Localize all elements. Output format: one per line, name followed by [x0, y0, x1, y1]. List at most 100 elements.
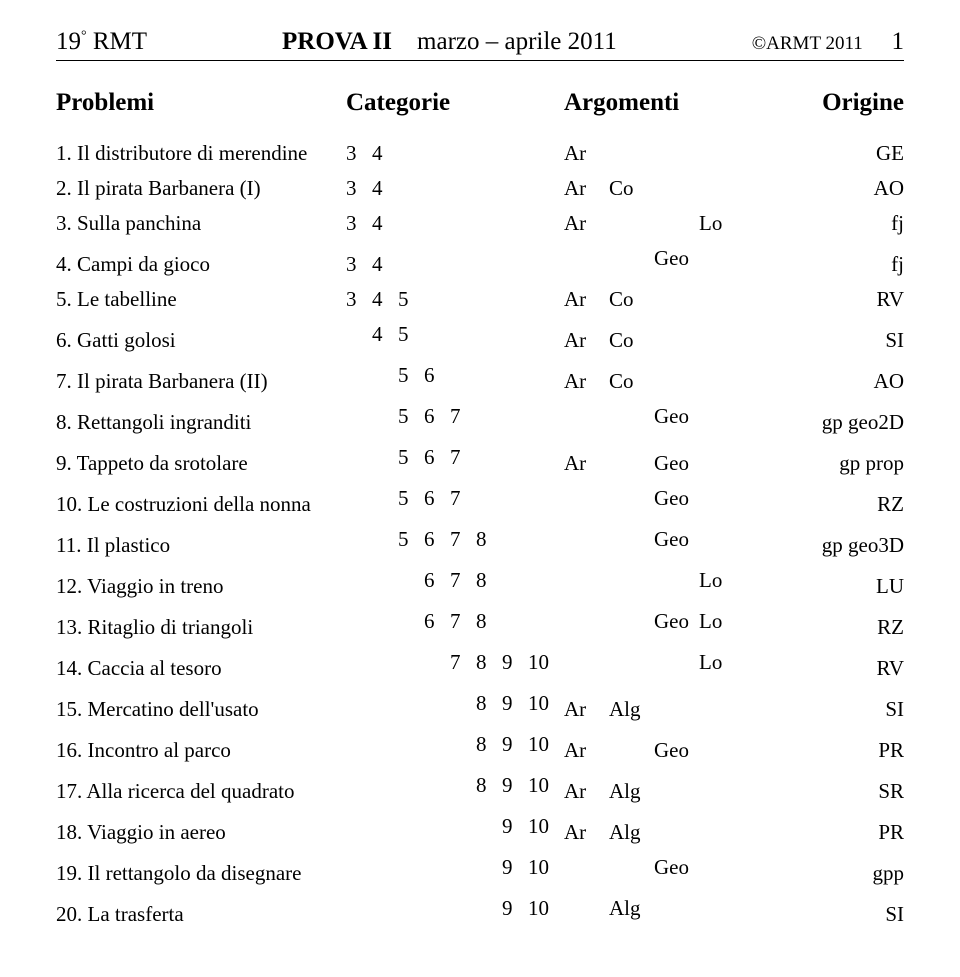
- category-cell: [372, 527, 398, 552]
- argument-cell: [699, 855, 744, 880]
- category-cell: [398, 211, 424, 236]
- category-cell: [502, 322, 528, 347]
- category-cell: [476, 404, 502, 429]
- problem-name: 14. Caccia al tesoro: [56, 656, 346, 681]
- category-cell: 6: [424, 445, 450, 470]
- category-cell: [372, 568, 398, 593]
- argument-cell: [699, 141, 744, 166]
- problem-name: 8. Rettangoli ingranditi: [56, 410, 346, 435]
- category-cell: [476, 896, 502, 921]
- problem-name: 4. Campi da gioco: [56, 252, 346, 277]
- table-row: 16. Incontro al parco8910ArGeoPR: [56, 732, 904, 763]
- problem-name: 19. Il rettangolo da disegnare: [56, 861, 346, 886]
- origin-cell: RV: [744, 287, 904, 312]
- header-page-number: 1: [892, 28, 905, 55]
- category-cell: 9: [502, 855, 528, 880]
- category-cell: 5: [398, 322, 424, 347]
- argument-cell: [699, 176, 744, 201]
- origin-cell: RZ: [744, 492, 904, 517]
- header-label: RMT: [93, 28, 147, 55]
- category-cell: [450, 322, 476, 347]
- categories-cells: 56: [346, 363, 564, 388]
- arguments-cells: ArAlg: [564, 820, 744, 845]
- argument-cell: Co: [609, 369, 654, 394]
- category-cell: [476, 211, 502, 236]
- category-cell: [424, 814, 450, 839]
- problem-name: 7. Il pirata Barbanera (II): [56, 369, 346, 394]
- table-row: 2. Il pirata Barbanera (I)34ArCoAO: [56, 176, 904, 201]
- category-cell: [528, 176, 554, 201]
- argument-cell: Ar: [564, 697, 609, 722]
- category-cell: [346, 445, 372, 470]
- argument-cell: [699, 896, 744, 921]
- argument-cell: Alg: [609, 820, 654, 845]
- arguments-cells: Alg: [564, 896, 744, 921]
- category-cell: 9: [502, 650, 528, 675]
- category-cell: [346, 568, 372, 593]
- category-cell: 3: [346, 211, 372, 236]
- argument-cell: Lo: [699, 609, 744, 634]
- origin-cell: fj: [744, 252, 904, 277]
- category-cell: [346, 773, 372, 798]
- argument-cell: [699, 328, 744, 353]
- argument-cell: Ar: [564, 211, 609, 236]
- section-headers: Problemi Categorie Argomenti Origine: [56, 89, 904, 117]
- argument-cell: Lo: [699, 650, 744, 675]
- category-cell: 9: [502, 773, 528, 798]
- argument-cell: [609, 141, 654, 166]
- category-cell: [528, 445, 554, 470]
- category-cell: [528, 141, 554, 166]
- category-cell: [424, 176, 450, 201]
- category-cell: [346, 855, 372, 880]
- category-cell: [476, 287, 502, 312]
- categories-cells: 34: [346, 211, 564, 236]
- arguments-cells: ArCo: [564, 176, 744, 201]
- category-cell: [502, 609, 528, 634]
- category-cell: [528, 252, 554, 277]
- category-cell: [528, 609, 554, 634]
- category-cell: 6: [424, 609, 450, 634]
- table-row: 19. Il rettangolo da disegnare910Geogpp: [56, 855, 904, 886]
- arguments-cells: ArCo: [564, 369, 744, 394]
- argument-cell: [654, 141, 699, 166]
- categories-cells: 678: [346, 568, 564, 593]
- header-sup: °: [81, 29, 87, 44]
- category-cell: [502, 445, 528, 470]
- problem-name: 13. Ritaglio di triangoli: [56, 615, 346, 640]
- category-cell: [450, 896, 476, 921]
- category-cell: 7: [450, 445, 476, 470]
- table-row: 4. Campi da gioco34Geofj: [56, 246, 904, 277]
- category-cell: [346, 896, 372, 921]
- category-cell: [502, 176, 528, 201]
- category-cell: 10: [528, 650, 554, 675]
- origin-cell: AO: [744, 369, 904, 394]
- argument-cell: Ar: [564, 141, 609, 166]
- origin-cell: SR: [744, 779, 904, 804]
- origin-cell: RZ: [744, 615, 904, 640]
- argument-cell: Ar: [564, 820, 609, 845]
- category-cell: 8: [476, 527, 502, 552]
- origin-cell: SI: [744, 328, 904, 353]
- arguments-cells: Geo: [564, 404, 744, 429]
- category-cell: [502, 363, 528, 388]
- argument-cell: [564, 896, 609, 921]
- category-cell: 8: [476, 609, 502, 634]
- category-cell: [528, 568, 554, 593]
- argument-cell: [654, 820, 699, 845]
- category-cell: 3: [346, 141, 372, 166]
- problem-name: 17. Alla ricerca del quadrato: [56, 779, 346, 804]
- categories-cells: 78910: [346, 650, 564, 675]
- argument-cell: Co: [609, 176, 654, 201]
- category-cell: [372, 650, 398, 675]
- argument-cell: Geo: [654, 855, 699, 880]
- argument-cell: [654, 369, 699, 394]
- category-cell: [346, 404, 372, 429]
- category-cell: 10: [528, 814, 554, 839]
- category-cell: [502, 404, 528, 429]
- argument-cell: Lo: [699, 211, 744, 236]
- category-cell: [424, 732, 450, 757]
- category-cell: 6: [424, 568, 450, 593]
- category-cell: [424, 287, 450, 312]
- category-cell: [450, 732, 476, 757]
- category-cell: 8: [476, 568, 502, 593]
